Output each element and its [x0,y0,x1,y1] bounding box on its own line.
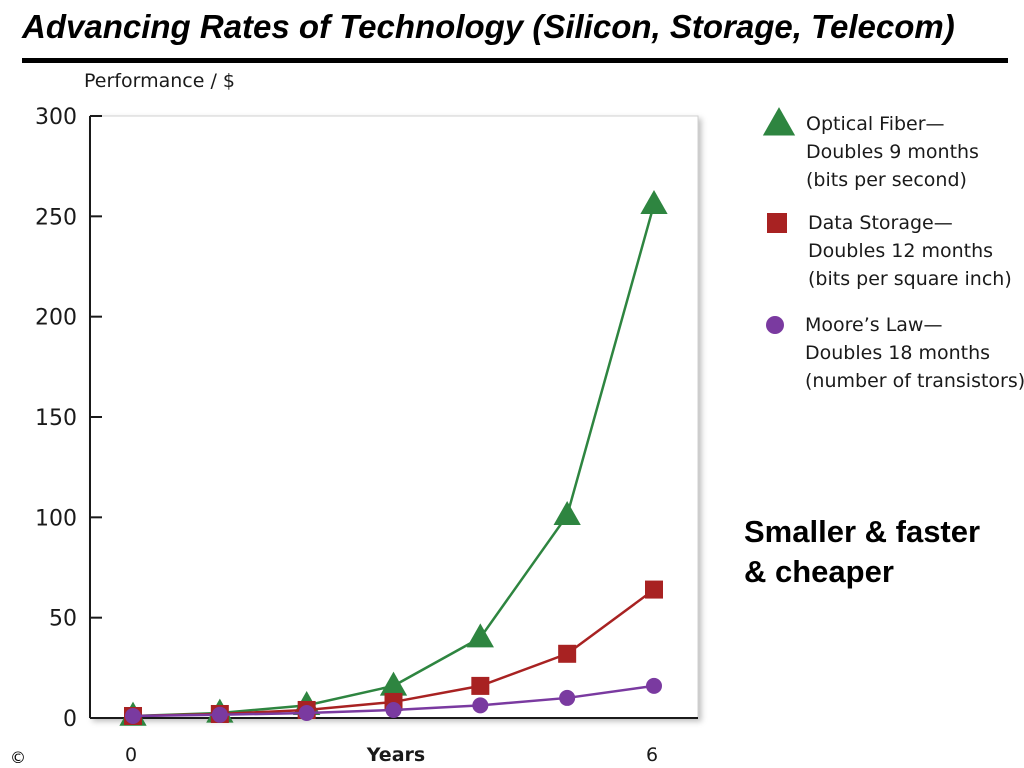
legend-entry: Data Storage— Doubles 12 months (bits per … [767,212,1012,290]
y-tick-label: 0 [63,707,77,732]
data-point [466,623,494,648]
legend-entry: Optical Fiber— Doubles 9 months (bits per … [762,107,979,191]
legend-text-line: Moore’s Law— [805,314,942,336]
y-tick-label: 100 [35,506,77,531]
y-tick-label: 150 [35,406,77,431]
slide-title: Advancing Rates of Technology (Silicon, … [22,8,955,45]
data-point [640,189,668,214]
y-tick-label: 300 [35,105,77,130]
series-circle [125,677,662,724]
y-tick-label: 250 [35,205,77,230]
data-point [559,689,576,706]
data-point [211,706,228,723]
legend-text-line: (bits per second) [806,169,967,191]
legend-text-line: Doubles 9 months [806,141,979,163]
data-point [471,676,490,695]
legend-marker [762,107,796,136]
data-point [645,580,663,599]
legend-text-line: Data Storage— [808,212,953,234]
legend-marker [767,213,787,233]
x-tick-label: 6 [646,744,658,766]
series-layer [119,189,668,726]
plot-area [89,115,699,719]
data-point [379,671,408,696]
legend-marker [766,316,784,334]
data-point [553,501,581,526]
data-point [298,704,315,721]
legend-text-line: (bits per square inch) [808,268,1012,290]
annotation-line-1: Smaller & faster [744,514,981,549]
legend-text-line: Doubles 12 months [808,240,993,262]
y-tick-label: 50 [49,607,77,632]
y-ticks: 0 50 100 150 200 250 300 [35,105,102,732]
annotation: Smaller & faster & cheaper [744,512,980,592]
data-point [558,644,577,663]
data-point [646,677,662,694]
legend-text-line: Optical Fiber— [806,113,945,135]
legend: Optical Fiber— Doubles 9 months (bits per … [762,107,1024,392]
annotation-line-2: & cheaper [744,554,894,589]
x-axis-label: Years [366,744,425,766]
legend-text-line: (number of transistors) [805,370,1024,392]
title-divider [22,58,1008,63]
data-point [385,701,402,718]
y-axis-label: Performance / $ [84,70,235,92]
y-tick-label: 200 [35,306,77,331]
legend-entry: Moore’s Law— Doubles 18 months (number of … [766,314,1024,392]
data-point [125,707,141,724]
legend-text-line: Doubles 18 months [805,342,990,364]
copyright-mark: © [10,748,26,767]
x-tick-label: 0 [125,744,137,766]
data-point [472,697,489,714]
